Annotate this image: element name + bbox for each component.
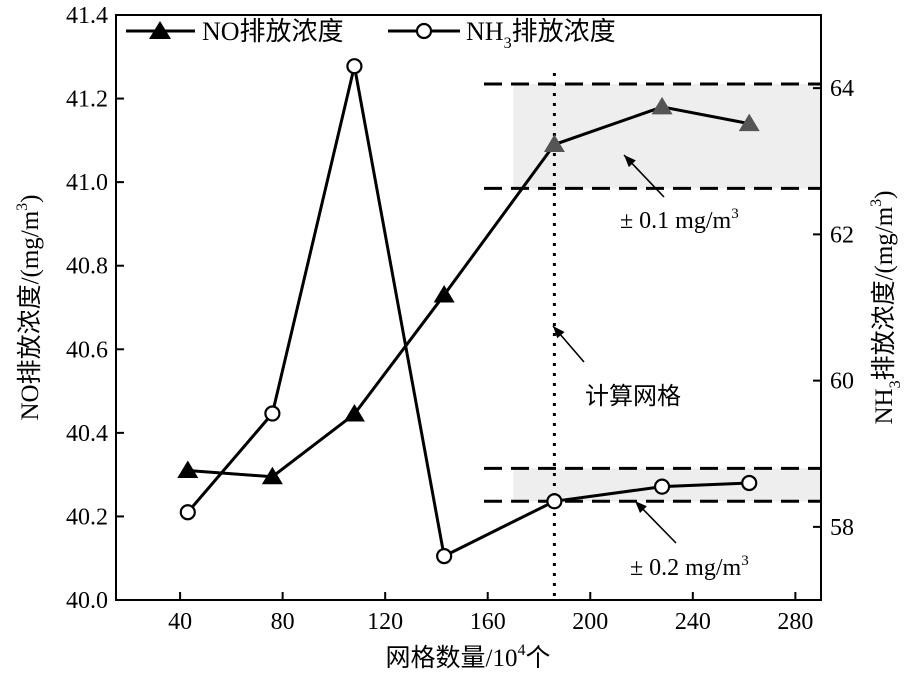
- left-y-tick-label: 40.8: [66, 254, 108, 280]
- left-y-tick-label: 40.0: [66, 588, 108, 614]
- x-tick-label: 200: [572, 609, 608, 635]
- left-y-tick-label: 40.4: [66, 421, 108, 447]
- nh3-data-point: [546, 493, 563, 510]
- x-tick-label: 240: [675, 609, 711, 635]
- plot-frame: [115, 14, 822, 601]
- nh3-band-label: ± 0.2 mg/m3: [630, 553, 749, 581]
- no-data-point: [261, 466, 283, 485]
- right-y-tick-label: 60: [830, 369, 854, 395]
- left-y-axis-title: NO排放浓度/(mg/m3): [14, 194, 44, 420]
- arrow-head: [553, 326, 565, 339]
- legend: NO排放浓度 NH3排放浓度: [126, 17, 616, 52]
- x-tick-label: 40: [168, 609, 192, 635]
- right-y-tick-label: 64: [830, 76, 854, 102]
- nh3-data-point: [653, 478, 671, 495]
- annotation-arrows: [552, 154, 677, 544]
- left-y-tick-label: 41.4: [66, 3, 108, 29]
- right-y-tick-label: 62: [830, 222, 854, 248]
- no-data-point: [543, 134, 565, 153]
- nh3-data-point: [264, 405, 281, 422]
- series-nh3: [179, 58, 758, 565]
- nh3-data-point: [346, 58, 363, 75]
- x-tick-label: 160: [470, 609, 506, 635]
- x-tick-label: 120: [367, 609, 403, 635]
- nh3-data-point: [179, 504, 196, 521]
- nh3-data-point: [436, 548, 453, 565]
- legend-nh3-marker: [415, 22, 433, 40]
- calc-mesh-label: 计算网格: [585, 383, 681, 410]
- no-band-label: ± 0.1 mg/m3: [620, 206, 739, 234]
- right-y-tick-label: 58: [830, 515, 854, 541]
- nh3-data-point: [741, 474, 758, 492]
- no-data-point: [651, 96, 673, 115]
- x-tick-label: 280: [777, 609, 813, 635]
- legend-nh3-label: NH3排放浓度: [466, 17, 616, 52]
- arrow-head: [635, 501, 647, 514]
- legend-no-marker: [149, 21, 171, 39]
- left-y-tick-label: 40.2: [66, 504, 108, 530]
- x-axis-title: 网格数量/104个: [386, 642, 551, 672]
- x-axis-ticks: 40 80 120 160 200 240 280: [168, 592, 813, 635]
- left-y-tick-label: 41.0: [66, 170, 108, 196]
- no-data-point: [738, 113, 760, 132]
- no-data-point: [433, 284, 455, 303]
- legend-no-label: NO排放浓度: [202, 17, 344, 46]
- right-y-axis-title: NH3排放浓度/(mg/m3): [868, 190, 904, 424]
- arrow-head: [624, 155, 636, 168]
- no-tolerance-band: [513, 83, 821, 189]
- left-y-tick-label: 40.6: [66, 337, 108, 363]
- series-no: [177, 96, 760, 485]
- right-y-axis-ticks: 58 60 62 64: [813, 76, 854, 541]
- left-y-axis-ticks: 40.0 40.2 40.4 40.6 40.8 41.0 41.2 41.4: [66, 3, 124, 614]
- no-data-point: [343, 404, 365, 422]
- no-data-point: [177, 460, 199, 478]
- x-tick-label: 80: [271, 609, 295, 635]
- left-y-tick-label: 41.2: [66, 87, 108, 113]
